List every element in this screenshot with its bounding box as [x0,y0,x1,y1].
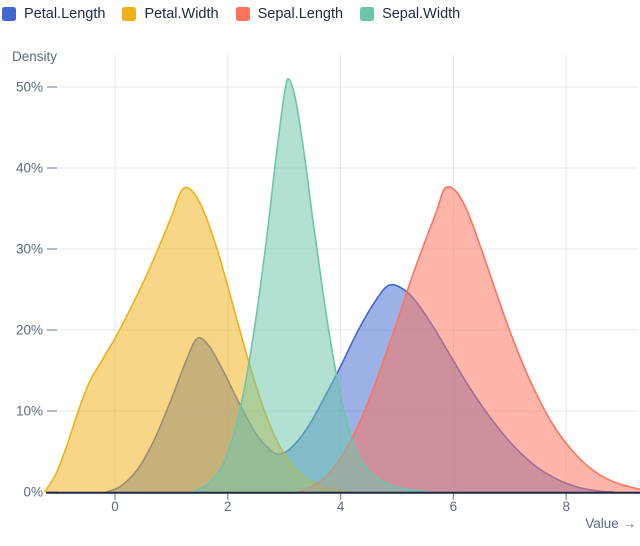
axes [46,86,640,500]
x-axis-title: Value → [585,516,636,531]
x-tick-label-8: 8 [562,499,570,514]
legend-label-petal-length: Petal.Length [24,6,106,22]
density-line-sepal-length [298,185,640,493]
legend-swatch-sepal-length [235,7,250,22]
y-tick-label-20: 20% [16,323,43,338]
y-tick-label-30: 30% [16,242,43,257]
legend-swatch-sepal-width [360,7,375,22]
y-tick-label-0: 0% [23,485,43,500]
legend-item-sepal-length[interactable]: Sepal.Length [235,6,344,22]
y-tick-label-50: 50% [16,80,43,95]
legend-item-petal-width[interactable]: Petal.Width [122,6,219,22]
x-tick-label-0: 0 [111,499,119,514]
legend-swatch-petal-width [122,7,137,22]
legend: Petal.Length Petal.Width Sepal.Length Sepal… [2,7,477,22]
x-tick-label-6: 6 [450,499,458,514]
legend-item-sepal-width[interactable]: Sepal.Width [360,7,460,22]
axis-labels: 0% 10% 20% 30% 40% 50% 0 2 4 6 8 [16,80,570,515]
density-area-sepal-width [194,78,431,493]
density-areas [43,78,640,493]
legend-swatch-petal-length [2,7,16,22]
legend-label-sepal-width: Sepal.Width [382,6,461,22]
density-area-sepal-length [298,186,640,492]
legend-label-petal-width: Petal.Width [144,6,219,22]
x-tick-label-2: 2 [224,499,232,514]
y-tick-label-10: 10% [16,404,43,419]
y-tick-label-40: 40% [16,161,43,176]
y-axis-title: Density [12,49,57,64]
density-line-sepal-width [193,78,431,493]
x-tick-label-4: 4 [337,499,345,514]
legend-label-sepal-length: Sepal.Length [257,6,344,22]
legend-item-petal-length[interactable]: Petal.Length [2,7,105,22]
density-area-petal-width [44,187,350,492]
